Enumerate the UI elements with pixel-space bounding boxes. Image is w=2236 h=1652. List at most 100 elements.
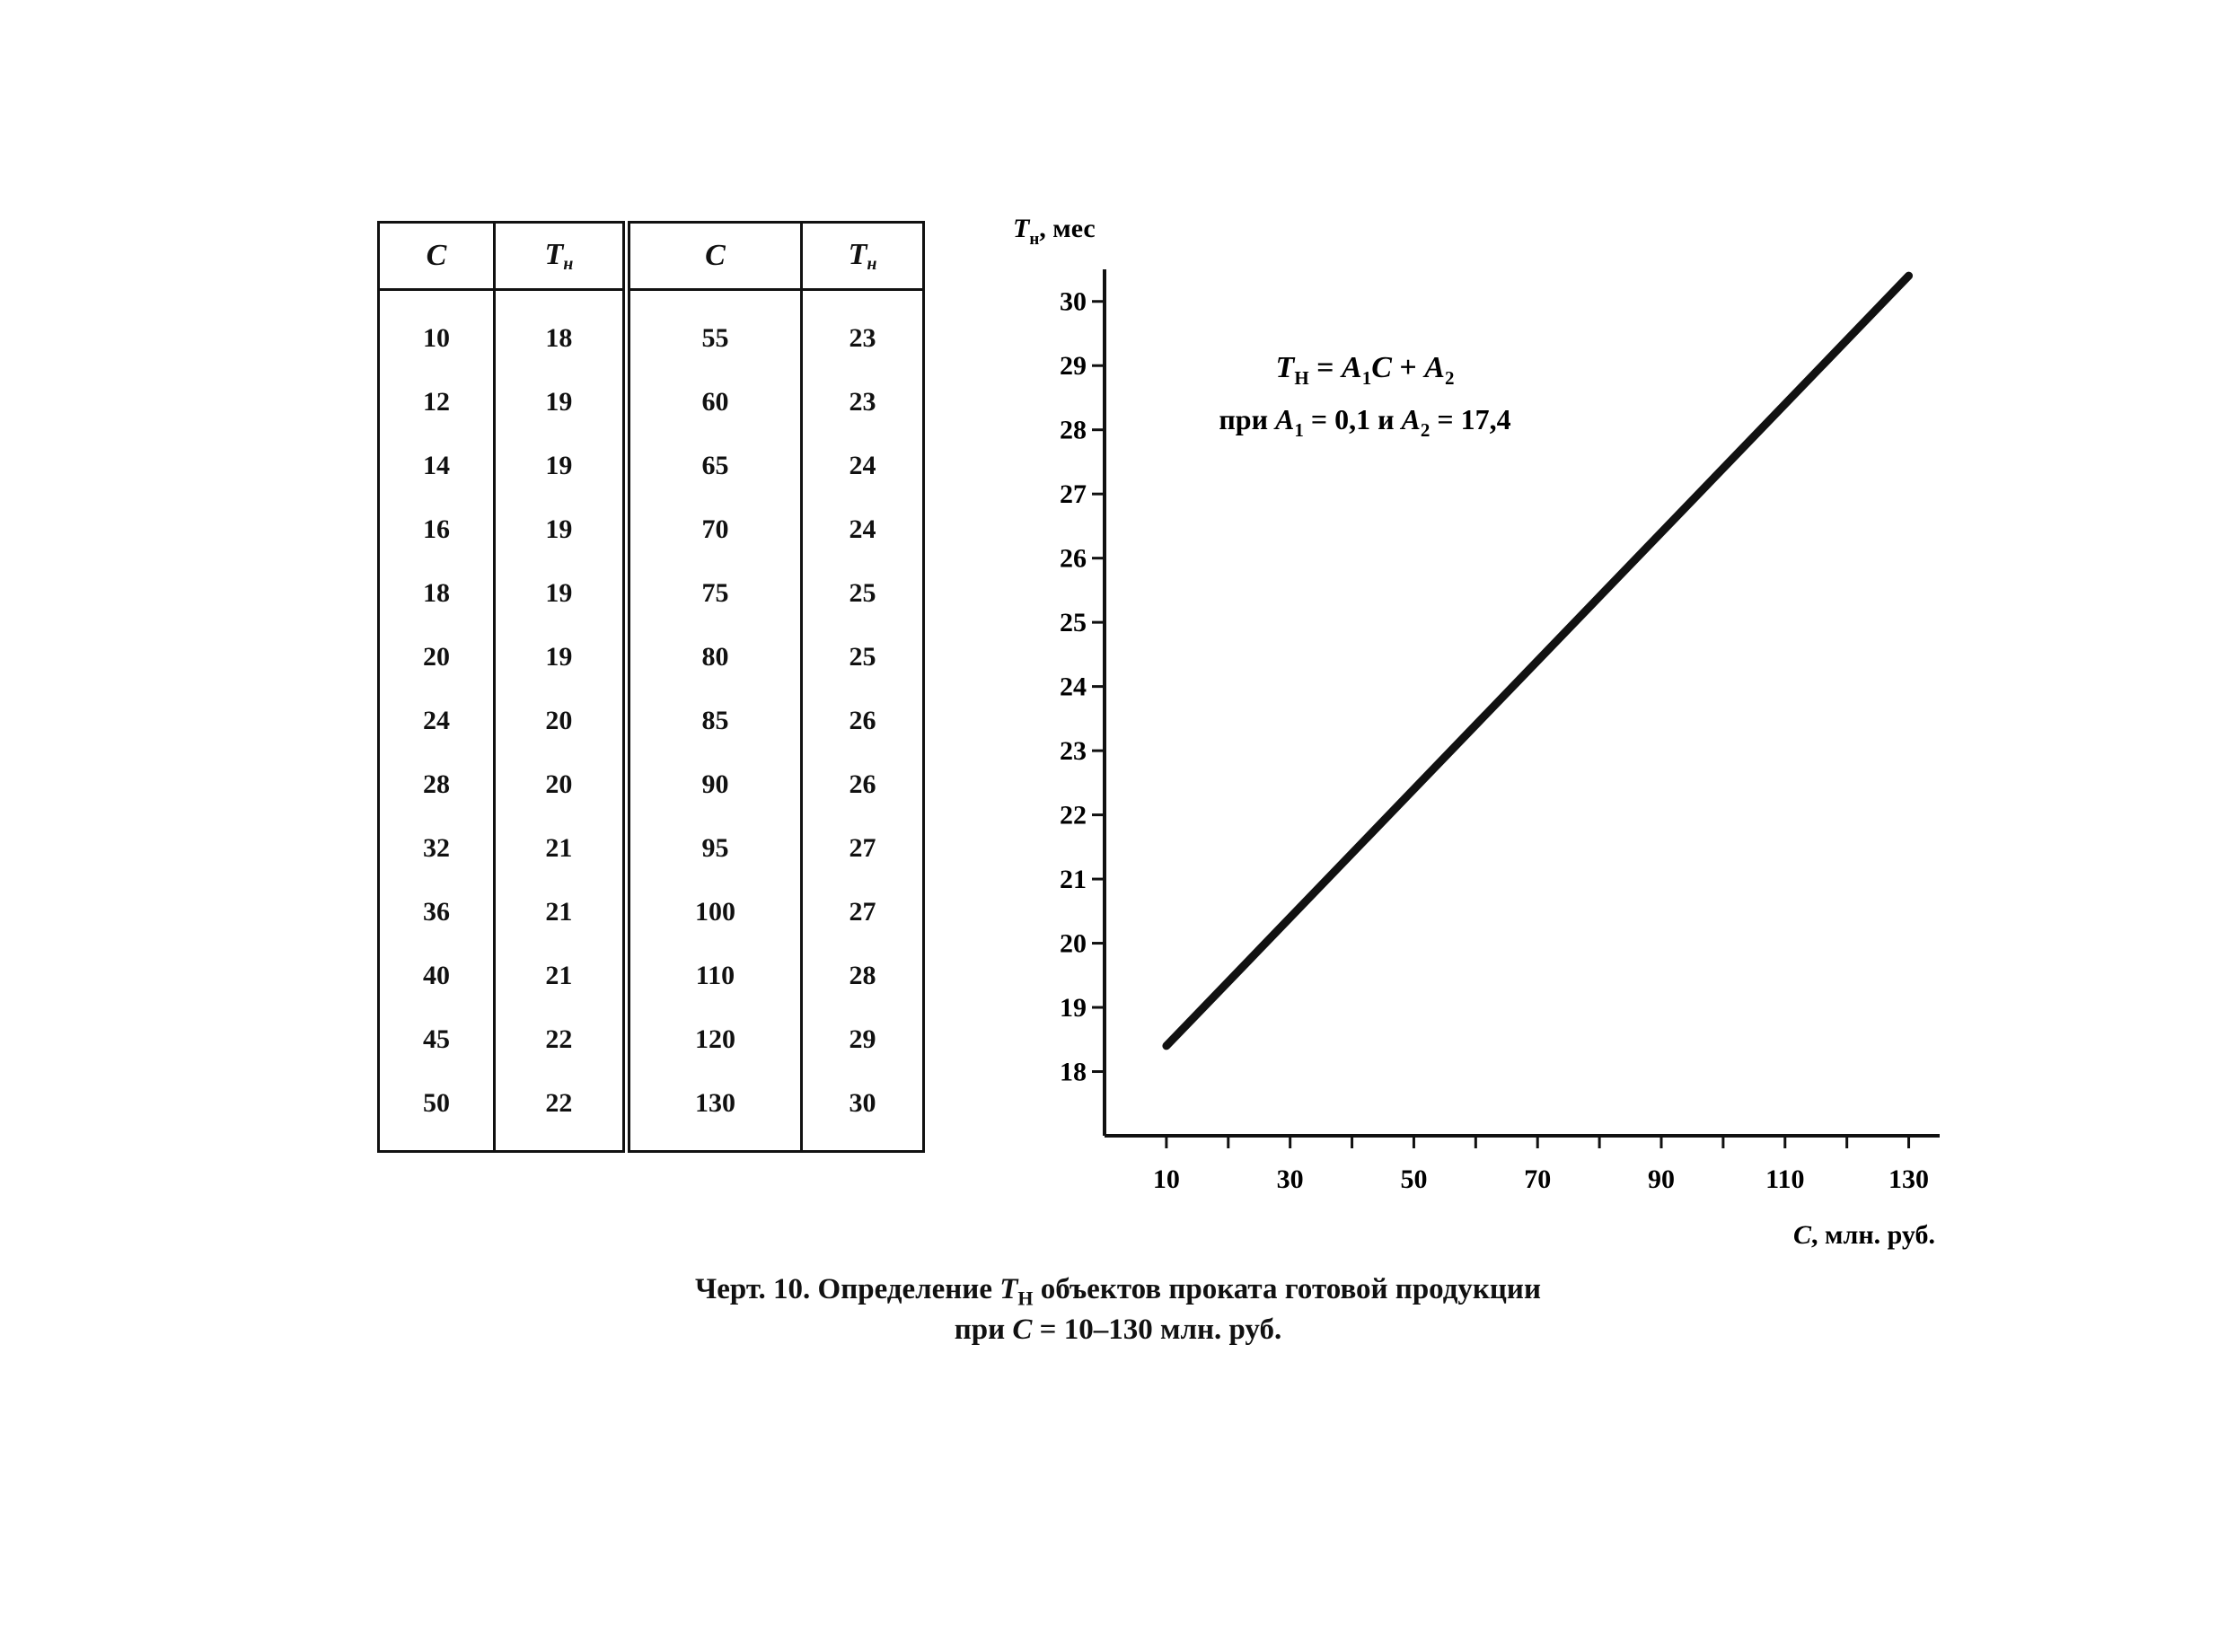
cell-t-right: 23 xyxy=(849,322,876,353)
cell-t-right: 23 xyxy=(849,386,876,417)
y-tick-label: 26 xyxy=(1060,544,1087,574)
header-t-right: Tн xyxy=(801,222,924,291)
cell-t-left: 21 xyxy=(494,944,630,1007)
y-tick-label: 24 xyxy=(1060,672,1087,702)
cell-t-left: 19 xyxy=(494,434,630,497)
x-tick-label: 70 xyxy=(1524,1164,1551,1194)
cell-t-left: 19 xyxy=(494,370,630,434)
y-tick-label: 27 xyxy=(1060,479,1087,509)
cell-t-left: 22 xyxy=(494,1007,630,1071)
header-c-left: C xyxy=(378,222,496,291)
table-row: 45 22 120 29 xyxy=(378,1007,924,1071)
cell-t-left: 20 xyxy=(494,689,630,752)
cell-c-left: 14 xyxy=(378,434,496,497)
line-chart: 10 30 50 70 90 110 130 18 19 20 21 22 23 24 25 26 27 28 2… xyxy=(1013,214,1940,1250)
cell-c-right: 95 xyxy=(626,816,804,880)
cell-t-right: 24 xyxy=(849,450,876,480)
cell-c-right: 120 xyxy=(626,1007,804,1071)
cell-t-right: 25 xyxy=(849,577,876,608)
cell-c-left: 50 xyxy=(378,1071,496,1152)
cell-t-right: 26 xyxy=(849,769,876,799)
x-tick-label: 30 xyxy=(1277,1164,1304,1194)
cell-t-left: 19 xyxy=(494,561,630,625)
header-t-left: Tн xyxy=(494,222,630,291)
table-row: 20 19 80 25 xyxy=(378,625,924,689)
y-tick-label: 18 xyxy=(1060,1058,1087,1087)
cell-c-left: 45 xyxy=(378,1007,496,1071)
y-tick-label: 25 xyxy=(1060,608,1087,637)
cell-c-left: 16 xyxy=(378,497,496,561)
x-tick-label: 10 xyxy=(1153,1164,1180,1194)
x-tick-label: 110 xyxy=(1765,1164,1804,1194)
cell-c-right: 60 xyxy=(626,370,804,434)
table-row: 14 19 65 24 xyxy=(378,434,924,497)
y-ticks: 18 19 20 21 22 23 24 25 26 27 28 29 30 xyxy=(1060,287,1105,1087)
table-row: 18 19 75 25 xyxy=(378,561,924,625)
table-row: 32 21 95 27 xyxy=(378,816,924,880)
y-tick-label: 19 xyxy=(1060,993,1087,1023)
table-row: 10 18 55 23 xyxy=(378,289,924,370)
cell-t-right: 29 xyxy=(849,1024,876,1054)
cell-t-right: 24 xyxy=(849,514,876,544)
series-lines xyxy=(1162,271,1914,1050)
cell-c-right: 85 xyxy=(626,689,804,752)
cell-t-left: 22 xyxy=(494,1071,630,1152)
cell-c-left: 24 xyxy=(378,689,496,752)
cell-c-left: 20 xyxy=(378,625,496,689)
cell-t-right: 27 xyxy=(849,832,876,863)
chart-axes xyxy=(1103,269,1940,1138)
cell-t-right: 25 xyxy=(849,641,876,672)
x-tick-label: 50 xyxy=(1400,1164,1427,1194)
cell-c-right: 55 xyxy=(626,289,804,370)
table-row: 12 19 60 23 xyxy=(378,370,924,434)
figure-caption-line-1: Черт. 10. Определение TН объектов прокат… xyxy=(695,1273,1541,1310)
cell-c-left: 28 xyxy=(378,752,496,816)
y-tick-label: 21 xyxy=(1060,865,1087,894)
x-ticks: 10 30 50 70 90 110 130 xyxy=(1153,1136,1929,1194)
cell-c-left: 18 xyxy=(378,561,496,625)
condition-annotation: при A1 = 0,1 и A2 = 17,4 xyxy=(1219,403,1510,441)
y-tick-label: 22 xyxy=(1060,801,1087,830)
table-row: 24 20 85 26 xyxy=(378,689,924,752)
cell-c-right: 90 xyxy=(626,752,804,816)
cell-t-right: 26 xyxy=(849,705,876,735)
cell-t-left: 18 xyxy=(494,289,630,370)
cell-c-right: 100 xyxy=(626,880,804,944)
table-row: 40 21 110 28 xyxy=(378,944,924,1007)
table-body: 10 18 55 23 12 19 60 23 14 19 65 24 16 19 70 24 18 19 75 25… xyxy=(378,289,924,1152)
cell-c-right: 80 xyxy=(626,625,804,689)
cell-c-right: 75 xyxy=(626,561,804,625)
y-tick-label: 30 xyxy=(1060,287,1087,317)
y-tick-label: 28 xyxy=(1060,416,1087,445)
figure-caption-line-2: при C = 10–130 млн. руб. xyxy=(954,1314,1282,1346)
cell-t-right: 30 xyxy=(849,1087,876,1118)
data-table: C Tн C Tн 10 18 55 23 12 19 60 23 14 19 65 24 16 19 70… xyxy=(377,221,925,1153)
table-row: 28 20 90 26 xyxy=(378,752,924,816)
cell-t-left: 19 xyxy=(494,497,630,561)
cell-c-right: 110 xyxy=(626,944,804,1007)
cell-c-left: 36 xyxy=(378,880,496,944)
table-row: 50 22 130 30 xyxy=(378,1071,924,1152)
cell-c-left: 10 xyxy=(378,289,496,370)
x-tick-label: 90 xyxy=(1648,1164,1675,1194)
y-axis-label: Tн, мес xyxy=(1013,214,1096,249)
formula-annotation: TН = A1C + A2 xyxy=(1276,351,1455,389)
cell-c-left: 32 xyxy=(378,816,496,880)
y-tick-label: 23 xyxy=(1060,736,1087,766)
cell-c-right: 130 xyxy=(626,1071,804,1152)
cell-t-left: 21 xyxy=(494,816,630,880)
x-tick-label: 130 xyxy=(1888,1164,1929,1194)
table-row: 16 19 70 24 xyxy=(378,497,924,561)
cell-t-right: 27 xyxy=(849,896,876,927)
cell-t-left: 19 xyxy=(494,625,630,689)
cell-t-left: 21 xyxy=(494,880,630,944)
cell-c-left: 12 xyxy=(378,370,496,434)
table-row: 36 21 100 27 xyxy=(378,880,924,944)
cell-t-right: 28 xyxy=(849,960,876,990)
cell-c-right: 65 xyxy=(626,434,804,497)
series-line xyxy=(1162,271,1914,1050)
cell-c-right: 70 xyxy=(626,497,804,561)
cell-c-left: 40 xyxy=(378,944,496,1007)
header-c-right: C xyxy=(626,222,804,291)
y-tick-label: 20 xyxy=(1060,929,1087,959)
